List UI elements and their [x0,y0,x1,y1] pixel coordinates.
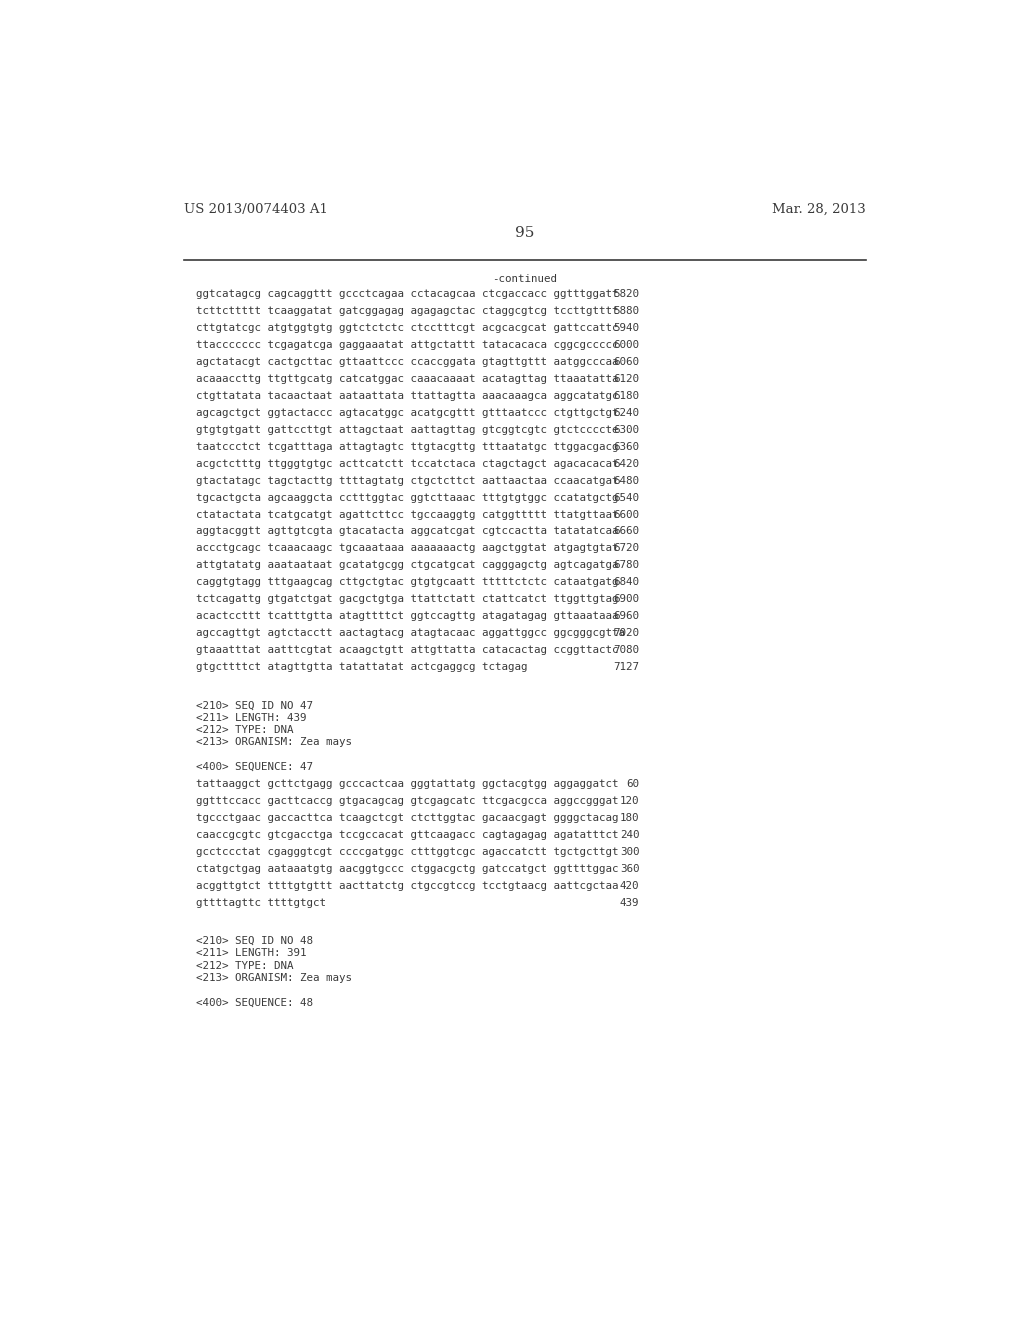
Text: ctatgctgag aataaatgtg aacggtgccc ctggacgctg gatccatgct ggttttggac: ctatgctgag aataaatgtg aacggtgccc ctggacg… [197,863,618,874]
Text: <211> LENGTH: 439: <211> LENGTH: 439 [197,713,307,723]
Text: <212> TYPE: DNA: <212> TYPE: DNA [197,961,294,970]
Text: <212> TYPE: DNA: <212> TYPE: DNA [197,725,294,735]
Text: ggtcatagcg cagcaggttt gccctcagaa cctacagcaa ctcgaccacc ggtttggatt: ggtcatagcg cagcaggttt gccctcagaa cctacag… [197,289,618,300]
Text: taatccctct tcgatttaga attagtagtc ttgtacgttg tttaatatgc ttggacgacg: taatccctct tcgatttaga attagtagtc ttgtacg… [197,442,618,451]
Text: 6420: 6420 [613,459,640,469]
Text: 6240: 6240 [613,408,640,418]
Text: tgccctgaac gaccacttca tcaagctcgt ctcttggtac gacaacgagt ggggctacag: tgccctgaac gaccacttca tcaagctcgt ctcttgg… [197,813,618,822]
Text: 6360: 6360 [613,442,640,451]
Text: 5820: 5820 [613,289,640,300]
Text: agctatacgt cactgcttac gttaattccc ccaccggata gtagttgttt aatggcccaa: agctatacgt cactgcttac gttaattccc ccaccgg… [197,358,618,367]
Text: gtgtgtgatt gattccttgt attagctaat aattagttag gtcggtcgtc gtctccccte: gtgtgtgatt gattccttgt attagctaat aattagt… [197,425,618,434]
Text: 7080: 7080 [613,645,640,655]
Text: agcagctgct ggtactaccc agtacatggc acatgcgttt gtttaatccc ctgttgctgt: agcagctgct ggtactaccc agtacatggc acatgcg… [197,408,618,418]
Text: accctgcagc tcaaacaagc tgcaaataaa aaaaaaactg aagctggtat atgagtgtat: accctgcagc tcaaacaagc tgcaaataaa aaaaaaa… [197,544,618,553]
Text: -continued: -continued [493,275,557,284]
Text: 6060: 6060 [613,358,640,367]
Text: 6960: 6960 [613,611,640,622]
Text: acaaaccttg ttgttgcatg catcatggac caaacaaaat acatagttag ttaaatatta: acaaaccttg ttgttgcatg catcatggac caaacaa… [197,374,618,384]
Text: 439: 439 [620,898,640,908]
Text: 7127: 7127 [613,663,640,672]
Text: ctgttatata tacaactaat aataattata ttattagtta aaacaaagca aggcatatgc: ctgttatata tacaactaat aataattata ttattag… [197,391,618,401]
Text: 6840: 6840 [613,577,640,587]
Text: <213> ORGANISM: Zea mays: <213> ORGANISM: Zea mays [197,738,352,747]
Text: 6000: 6000 [613,341,640,350]
Text: attgtatatg aaataataat gcatatgcgg ctgcatgcat cagggagctg agtcagatga: attgtatatg aaataataat gcatatgcgg ctgcatg… [197,561,618,570]
Text: 6780: 6780 [613,561,640,570]
Text: <210> SEQ ID NO 48: <210> SEQ ID NO 48 [197,936,313,946]
Text: aggtacggtt agttgtcgta gtacatacta aggcatcgat cgtccactta tatatatcaa: aggtacggtt agttgtcgta gtacatacta aggcatc… [197,527,618,536]
Text: US 2013/0074403 A1: US 2013/0074403 A1 [183,203,328,216]
Text: 95: 95 [515,226,535,240]
Text: acgctctttg ttgggtgtgc acttcatctt tccatctaca ctagctagct agacacacat: acgctctttg ttgggtgtgc acttcatctt tccatct… [197,459,618,469]
Text: ctatactata tcatgcatgt agattcttcc tgccaaggtg catggttttt ttatgttaat: ctatactata tcatgcatgt agattcttcc tgccaag… [197,510,618,520]
Text: 120: 120 [620,796,640,807]
Text: 6300: 6300 [613,425,640,434]
Text: Mar. 28, 2013: Mar. 28, 2013 [772,203,866,216]
Text: ggtttccacc gacttcaccg gtgacagcag gtcgagcatc ttcgacgcca aggccgggat: ggtttccacc gacttcaccg gtgacagcag gtcgagc… [197,796,618,807]
Text: <210> SEQ ID NO 47: <210> SEQ ID NO 47 [197,701,313,710]
Text: gtactatagc tagctacttg ttttagtatg ctgctcttct aattaactaa ccaacatgat: gtactatagc tagctacttg ttttagtatg ctgctct… [197,475,618,486]
Text: <211> LENGTH: 391: <211> LENGTH: 391 [197,949,307,958]
Text: 360: 360 [620,863,640,874]
Text: ttaccccccc tcgagatcga gaggaaatat attgctattt tatacacaca cggcgccccc: ttaccccccc tcgagatcga gaggaaatat attgcta… [197,341,618,350]
Text: agccagttgt agtctacctt aactagtacg atagtacaac aggattggcc ggcgggcgtta: agccagttgt agtctacctt aactagtacg atagtac… [197,628,626,638]
Text: 6900: 6900 [613,594,640,605]
Text: 6600: 6600 [613,510,640,520]
Text: tattaaggct gcttctgagg gcccactcaa gggtattatg ggctacgtgg aggaggatct: tattaaggct gcttctgagg gcccactcaa gggtatt… [197,779,618,789]
Text: 300: 300 [620,847,640,857]
Text: 5880: 5880 [613,306,640,317]
Text: tctcagattg gtgatctgat gacgctgtga ttattctatt ctattcatct ttggttgtag: tctcagattg gtgatctgat gacgctgtga ttattct… [197,594,618,605]
Text: acactccttt tcatttgtta atagttttct ggtccagttg atagatagag gttaaataaa: acactccttt tcatttgtta atagttttct ggtccag… [197,611,618,622]
Text: tgcactgcta agcaaggcta cctttggtac ggtcttaaac tttgtgtggc ccatatgctg: tgcactgcta agcaaggcta cctttggtac ggtctta… [197,492,618,503]
Text: 6180: 6180 [613,391,640,401]
Text: cttgtatcgc atgtggtgtg ggtctctctc ctcctttcgt acgcacgcat gattccattc: cttgtatcgc atgtggtgtg ggtctctctc ctccttt… [197,323,618,333]
Text: 6720: 6720 [613,544,640,553]
Text: 60: 60 [627,779,640,789]
Text: caaccgcgtc gtcgacctga tccgccacat gttcaagacc cagtagagag agatatttct: caaccgcgtc gtcgacctga tccgccacat gttcaag… [197,830,618,840]
Text: 6660: 6660 [613,527,640,536]
Text: <400> SEQUENCE: 47: <400> SEQUENCE: 47 [197,762,313,772]
Text: <213> ORGANISM: Zea mays: <213> ORGANISM: Zea mays [197,973,352,983]
Text: caggtgtagg tttgaagcag cttgctgtac gtgtgcaatt tttttctctc cataatgatg: caggtgtagg tttgaagcag cttgctgtac gtgtgca… [197,577,618,587]
Text: <400> SEQUENCE: 48: <400> SEQUENCE: 48 [197,998,313,1007]
Text: tcttcttttt tcaaggatat gatcggagag agagagctac ctaggcgtcg tccttgtttt: tcttcttttt tcaaggatat gatcggagag agagagc… [197,306,618,317]
Text: 6120: 6120 [613,374,640,384]
Text: 6540: 6540 [613,492,640,503]
Text: gcctccctat cgagggtcgt ccccgatggc ctttggtcgc agaccatctt tgctgcttgt: gcctccctat cgagggtcgt ccccgatggc ctttggt… [197,847,618,857]
Text: acggttgtct ttttgtgttt aacttatctg ctgccgtccg tcctgtaacg aattcgctaa: acggttgtct ttttgtgttt aacttatctg ctgccgt… [197,880,618,891]
Text: gttttagttc ttttgtgct: gttttagttc ttttgtgct [197,898,327,908]
Text: gtgcttttct atagttgtta tatattatat actcgaggcg tctagag: gtgcttttct atagttgtta tatattatat actcgag… [197,663,527,672]
Text: 7020: 7020 [613,628,640,638]
Text: 5940: 5940 [613,323,640,333]
Text: gtaaatttat aatttcgtat acaagctgtt attgttatta catacactag ccggttactc: gtaaatttat aatttcgtat acaagctgtt attgtta… [197,645,618,655]
Text: 240: 240 [620,830,640,840]
Text: 180: 180 [620,813,640,822]
Text: 6480: 6480 [613,475,640,486]
Text: 420: 420 [620,880,640,891]
